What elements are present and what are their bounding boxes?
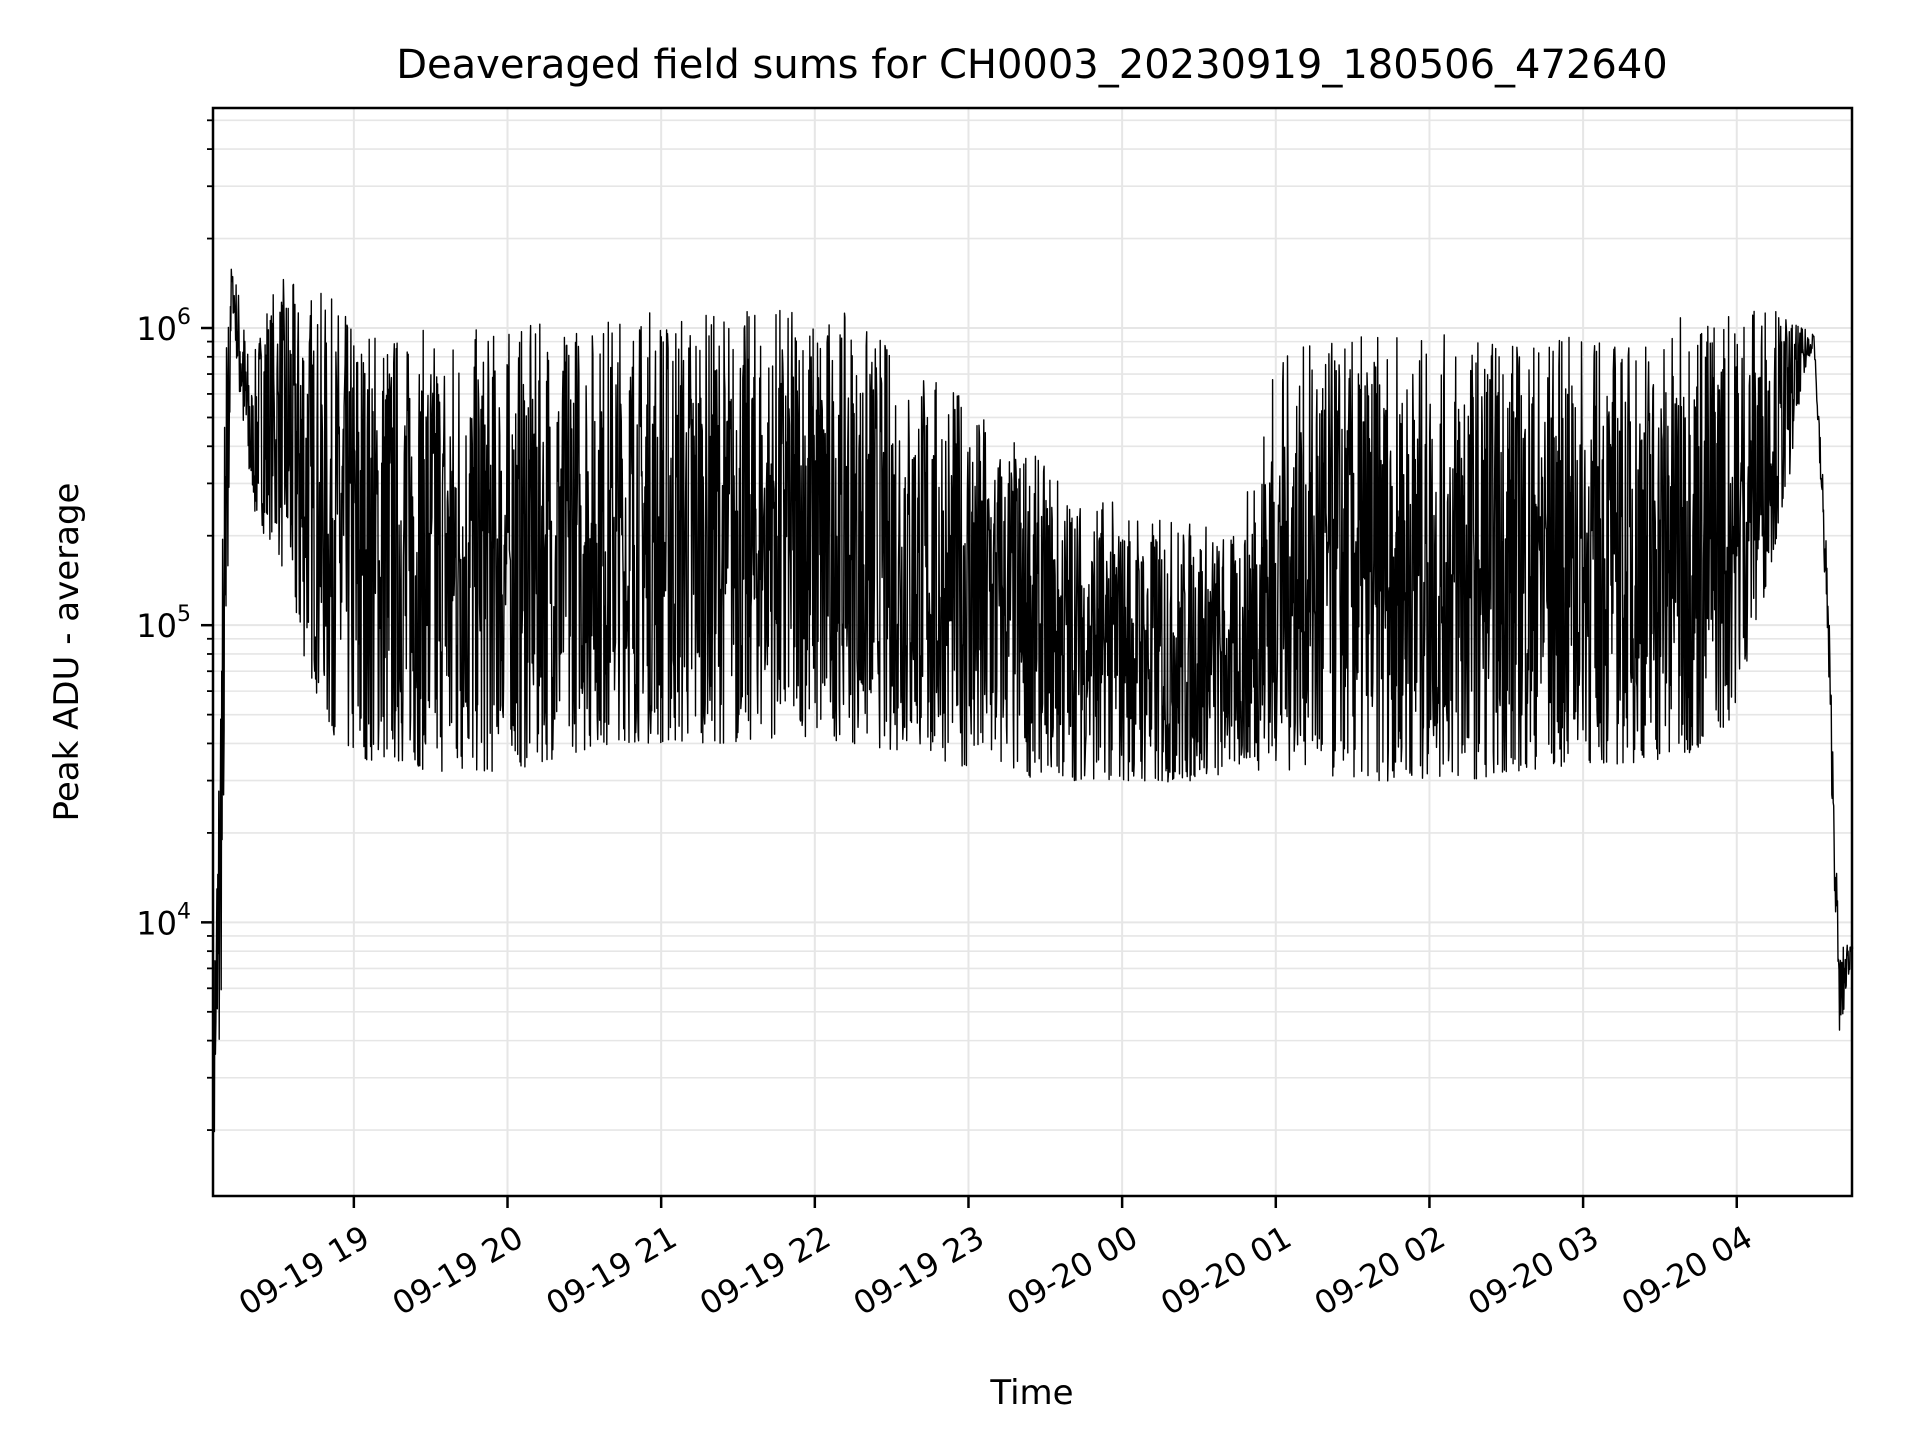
plot-frame [211,106,1854,1198]
chart-title: Deaveraged field sums for CH0003_2023091… [396,42,1668,88]
y-axis-label: Peak ADU - average [47,483,87,822]
x-tick-label: 09-19 21 [540,1218,684,1323]
x-tick-label: 09-19 19 [232,1218,376,1323]
x-tick-label: 09-19 20 [386,1218,530,1323]
y-tick-label: 106 [136,305,191,348]
x-tick-label: 09-20 04 [1615,1218,1759,1323]
x-tick-label: 09-20 03 [1462,1218,1606,1323]
y-tick-label: 105 [136,602,191,645]
x-tick-label: 09-20 02 [1308,1218,1452,1323]
x-tick-label: 09-20 00 [1001,1218,1145,1323]
series-line [212,268,1854,1159]
data-series [212,268,1854,1159]
x-axis: 09-19 19 09-19 20 09-19 21 09-19 22 09-19 23… [232,1196,1759,1323]
x-tick-label: 09-19 22 [693,1218,837,1323]
y-axis: 104 105 106 [136,119,213,1131]
x-tick-label: 09-20 01 [1154,1218,1298,1323]
y-tick-label: 104 [136,899,191,942]
x-tick-label: 09-19 23 [847,1218,991,1323]
x-axis-label: Time [989,1373,1073,1413]
